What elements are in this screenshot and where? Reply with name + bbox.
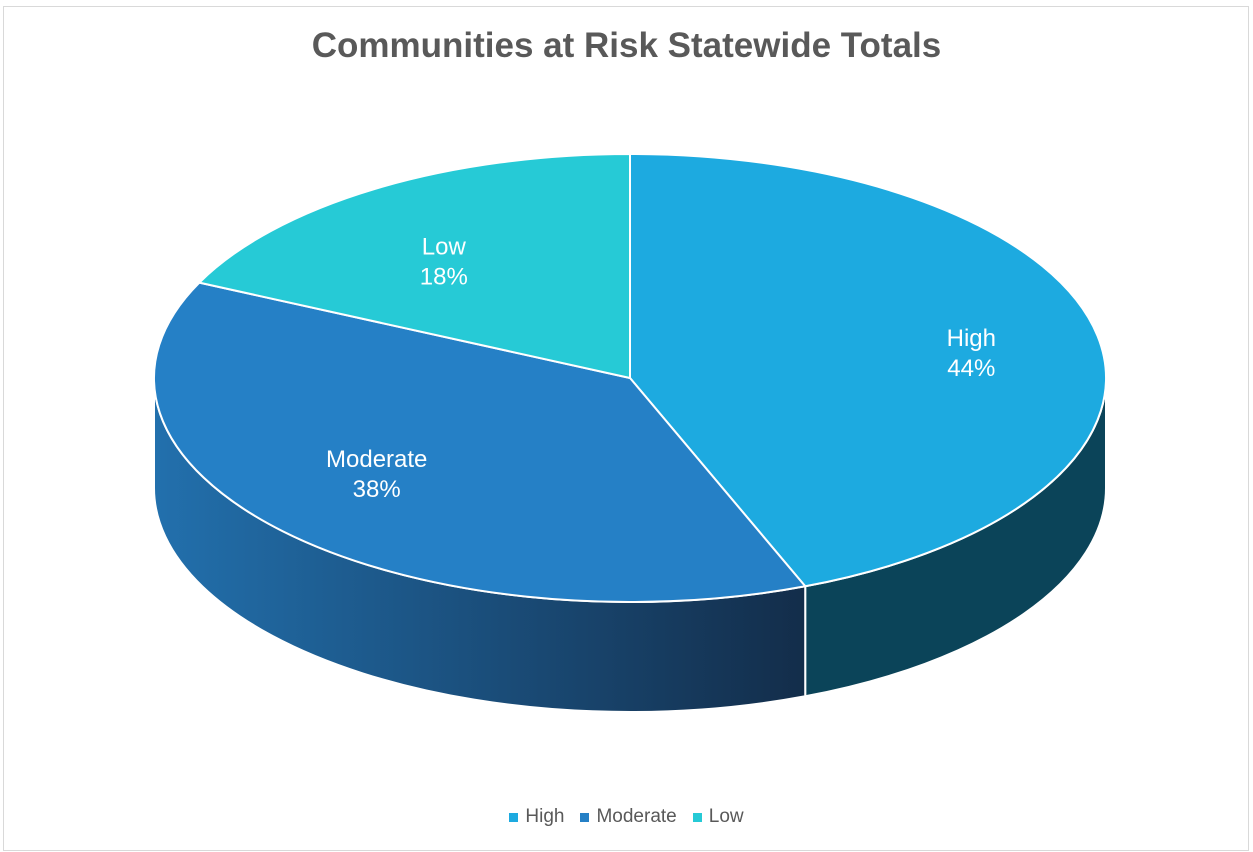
legend-label-low: Low (708, 806, 744, 827)
legend-item-moderate: Moderate (580, 806, 677, 828)
legend-label-high: High (525, 806, 565, 827)
chart-legend: High Moderate Low (0, 806, 1253, 828)
legend-item-high: High (509, 806, 564, 828)
data-label-low-value: 18% (420, 264, 468, 291)
legend-swatch-low (692, 812, 702, 822)
data-label-high-category: High (947, 325, 996, 352)
data-label-moderate-value: 38% (353, 476, 401, 503)
pie-slice-high (629, 153, 1107, 588)
data-label-high-value: 44% (947, 355, 995, 382)
legend-swatch-moderate (580, 812, 590, 822)
pie-slice-low (198, 153, 631, 379)
data-label-moderate-category: Moderate (326, 446, 427, 473)
legend-swatch-high (509, 812, 519, 822)
legend-label-moderate: Moderate (596, 806, 677, 827)
chart-title: Communities at Risk Statewide Totals (311, 26, 942, 65)
data-label-low-category: Low (422, 234, 467, 261)
pie-slice-moderate (153, 281, 807, 603)
legend-item-low: Low (692, 806, 744, 828)
